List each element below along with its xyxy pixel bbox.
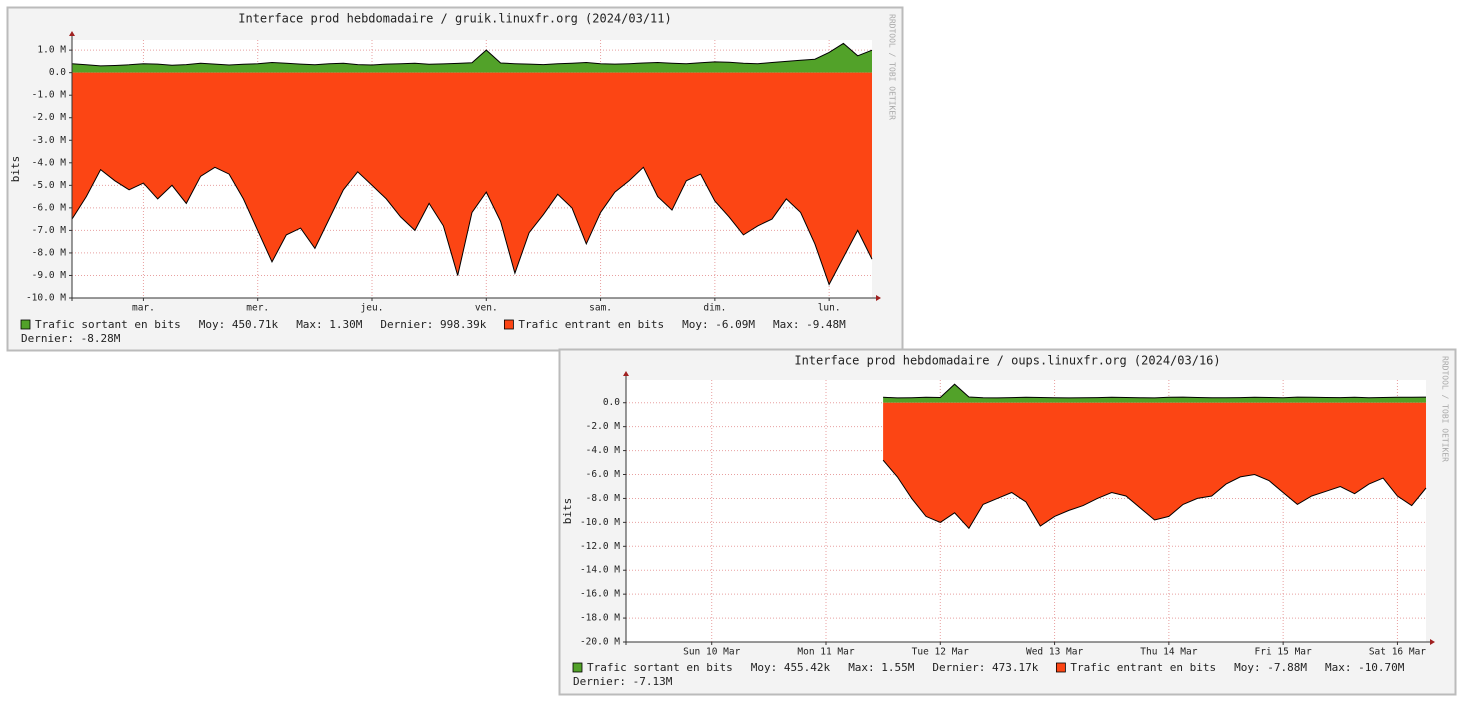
x-axis-arrow bbox=[876, 295, 881, 301]
chart-title: Interface prod hebdomadaire / gruik.linu… bbox=[238, 12, 671, 26]
x-tick-label: sam. bbox=[589, 303, 612, 314]
area bbox=[72, 72, 872, 285]
legend-stat: Dernier: 998.39k bbox=[380, 318, 486, 331]
x-tick-label: dim. bbox=[703, 303, 726, 314]
area-outline bbox=[71, 42, 873, 67]
y-tick-label: -12.0 M bbox=[580, 541, 620, 552]
y-tick-label: -10.0 M bbox=[26, 293, 66, 304]
area-outline bbox=[883, 383, 1427, 399]
credit: RRDTOOL / TOBI OETIKER bbox=[888, 14, 897, 120]
x-tick-label: mar. bbox=[132, 303, 155, 314]
legend-label: Trafic entrant en bits bbox=[518, 318, 664, 331]
y-tick-label: -14.0 M bbox=[580, 565, 620, 576]
legend-stat: Dernier: 473.17k bbox=[932, 661, 1038, 674]
y-tick-label: -18.0 M bbox=[580, 613, 620, 624]
x-tick-label: lun. bbox=[818, 303, 841, 314]
y-axis-label: bits bbox=[561, 498, 574, 525]
chart-panel: Interface prod hebdomadaire / oups.linux… bbox=[558, 348, 1457, 696]
x-tick-label: Thu 14 Mar bbox=[1140, 647, 1197, 658]
y-tick-label: 0.0 bbox=[49, 67, 66, 78]
y-axis-arrow bbox=[623, 371, 629, 376]
x-tick-label: Fri 15 Mar bbox=[1255, 647, 1312, 658]
legend-label: Trafic sortant en bits bbox=[587, 661, 733, 674]
legend-stat: Moy: 450.71k bbox=[199, 318, 279, 331]
legend-stat: Max: -9.48M bbox=[773, 318, 846, 331]
legend-swatch bbox=[20, 319, 31, 330]
legend-stat: Moy: 455.42k bbox=[751, 661, 831, 674]
area-outline bbox=[882, 459, 1427, 530]
legend-stat: Max: -10.70M bbox=[1325, 661, 1405, 674]
y-tick-label: -2.0 M bbox=[32, 112, 67, 123]
x-tick-label: mer. bbox=[246, 303, 269, 314]
y-tick-label: -1.0 M bbox=[32, 90, 67, 101]
y-axis-label: bits bbox=[9, 156, 22, 183]
legend-stat: Moy: -6.09M bbox=[682, 318, 755, 331]
x-tick-label: jeu. bbox=[361, 303, 384, 314]
x-tick-label: Wed 13 Mar bbox=[1026, 647, 1083, 658]
legend-swatch bbox=[503, 319, 514, 330]
x-tick-label: Mon 11 Mar bbox=[797, 647, 854, 658]
y-axis-arrow bbox=[69, 31, 75, 36]
y-tick-label: -3.0 M bbox=[32, 135, 67, 146]
legend-swatch bbox=[572, 662, 583, 673]
y-tick-label: 1.0 M bbox=[37, 45, 66, 56]
y-tick-label: -10.0 M bbox=[580, 517, 620, 528]
y-tick-label: 0.0 bbox=[603, 397, 620, 408]
credit: RRDTOOL / TOBI OETIKER bbox=[1441, 356, 1450, 462]
area-outline bbox=[71, 166, 873, 286]
x-tick-label: Sun 10 Mar bbox=[683, 647, 740, 658]
y-tick-label: -7.0 M bbox=[32, 225, 67, 236]
legend-stat: Dernier: -7.13M bbox=[573, 675, 673, 688]
area bbox=[883, 384, 1426, 403]
y-tick-label: -5.0 M bbox=[32, 180, 67, 191]
legend-label: Trafic sortant en bits bbox=[35, 318, 181, 331]
legend-stat: Max: 1.30M bbox=[296, 318, 363, 331]
legend-label: Trafic entrant en bits bbox=[1070, 661, 1216, 674]
y-tick-label: -4.0 M bbox=[586, 445, 621, 456]
legend-stat: Dernier: -8.28M bbox=[21, 332, 121, 345]
y-tick-label: -4.0 M bbox=[32, 157, 67, 168]
y-tick-label: -6.0 M bbox=[32, 202, 67, 213]
y-tick-label: -8.0 M bbox=[586, 493, 621, 504]
x-tick-label: Tue 12 Mar bbox=[912, 647, 969, 658]
legend-stat: Max: 1.55M bbox=[848, 661, 915, 674]
x-tick-label: Sat 16 Mar bbox=[1369, 647, 1426, 658]
y-tick-label: -16.0 M bbox=[580, 589, 620, 600]
y-tick-label: -20.0 M bbox=[580, 637, 620, 648]
y-tick-label: -9.0 M bbox=[32, 270, 67, 281]
legend-stat: Moy: -7.88M bbox=[1234, 661, 1307, 674]
chart-panel: Interface prod hebdomadaire / gruik.linu… bbox=[6, 6, 904, 352]
x-axis-arrow bbox=[1430, 639, 1435, 645]
chart-title: Interface prod hebdomadaire / oups.linux… bbox=[794, 354, 1220, 368]
legend-swatch bbox=[1055, 662, 1066, 673]
area bbox=[72, 43, 872, 73]
x-tick-label: ven. bbox=[475, 303, 498, 314]
y-tick-label: -8.0 M bbox=[32, 247, 67, 258]
y-tick-label: -2.0 M bbox=[586, 421, 621, 432]
y-tick-label: -6.0 M bbox=[586, 469, 621, 480]
